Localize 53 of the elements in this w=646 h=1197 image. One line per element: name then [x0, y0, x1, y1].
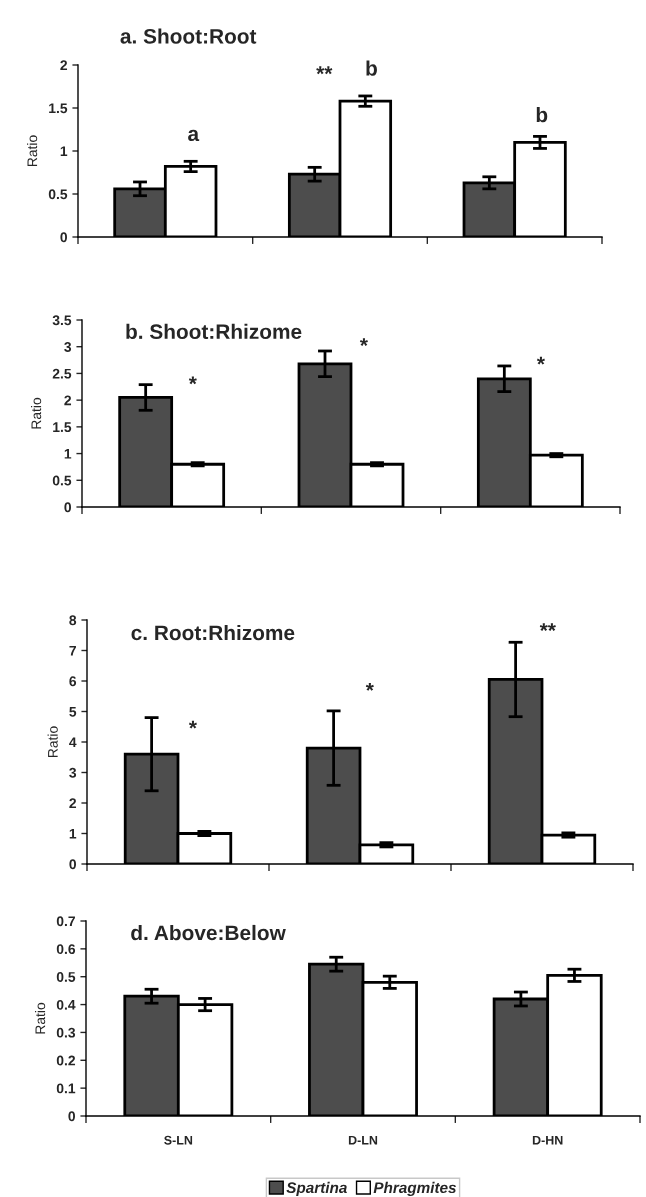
x-tick-label: D-LN	[348, 1135, 378, 1145]
chart-title: b. Shoot:Rhizome	[126, 323, 302, 340]
y-axis-title: Ratio	[47, 726, 58, 758]
y-tick-label: 0	[64, 502, 72, 513]
annotation: a	[188, 129, 200, 142]
y-tick-label: 6	[69, 676, 77, 687]
y-tick-label: 0	[60, 232, 68, 243]
y-tick-label: 3.5	[52, 315, 72, 326]
annotation: **	[539, 623, 556, 632]
y-tick-label: 8	[69, 615, 77, 626]
y-tick-label: 0.5	[56, 972, 76, 982]
annotation: b	[366, 60, 377, 76]
annotation: *	[536, 356, 545, 365]
y-tick-label: 2	[69, 798, 77, 809]
y-tick-label: 1	[64, 449, 72, 459]
annotation: *	[188, 720, 197, 729]
y-tick-label: 0	[69, 859, 77, 870]
y-tick-label: 0.3	[56, 1027, 76, 1038]
annotation: *	[188, 376, 197, 385]
y-tick-label: 0	[68, 1111, 76, 1122]
y-tick-label: 3	[69, 767, 77, 778]
annotation: b	[536, 106, 548, 123]
y-tick-label: 1.5	[53, 422, 72, 433]
legend-label: Spartina	[286, 1181, 347, 1197]
chart-title: a. Shoot:Root	[120, 28, 257, 44]
y-axis-title: Ratio	[31, 397, 42, 429]
y-tick-label: 0.6	[56, 944, 76, 955]
chart-title: c. Root:Rhizome	[131, 624, 295, 641]
y-tick-label: 0.5	[52, 475, 72, 486]
annotation: *	[359, 338, 368, 346]
y-tick-label: 0.2	[56, 1055, 76, 1066]
chart-title: d. Above:Below	[131, 924, 286, 941]
y-tick-label: 1	[69, 828, 77, 839]
legend-label: Phragmites	[373, 1181, 457, 1197]
y-tick-label: 2	[64, 395, 72, 406]
y-tick-label: 2	[60, 60, 68, 71]
y-tick-label: 0.4	[56, 999, 76, 1010]
y-axis-title: Ratio	[27, 135, 38, 167]
x-tick-label: S-LN	[164, 1135, 193, 1145]
y-tick-label: 1	[60, 146, 68, 157]
y-tick-label: 3	[64, 342, 72, 352]
y-tick-label: 4	[69, 737, 77, 748]
y-tick-label: 0.7	[56, 916, 75, 927]
y-tick-label: 1.5	[49, 103, 68, 114]
y-tick-label: 0.5	[48, 189, 68, 200]
annotation: *	[365, 683, 374, 691]
y-tick-label: 7	[69, 645, 76, 656]
y-tick-label: 2.5	[52, 368, 72, 379]
y-tick-label: 5	[69, 706, 77, 717]
x-tick-label: D-HN	[532, 1135, 563, 1145]
annotation: **	[316, 66, 333, 75]
y-tick-label: 0.1	[56, 1083, 76, 1094]
y-axis-title: Ratio	[35, 1002, 46, 1034]
